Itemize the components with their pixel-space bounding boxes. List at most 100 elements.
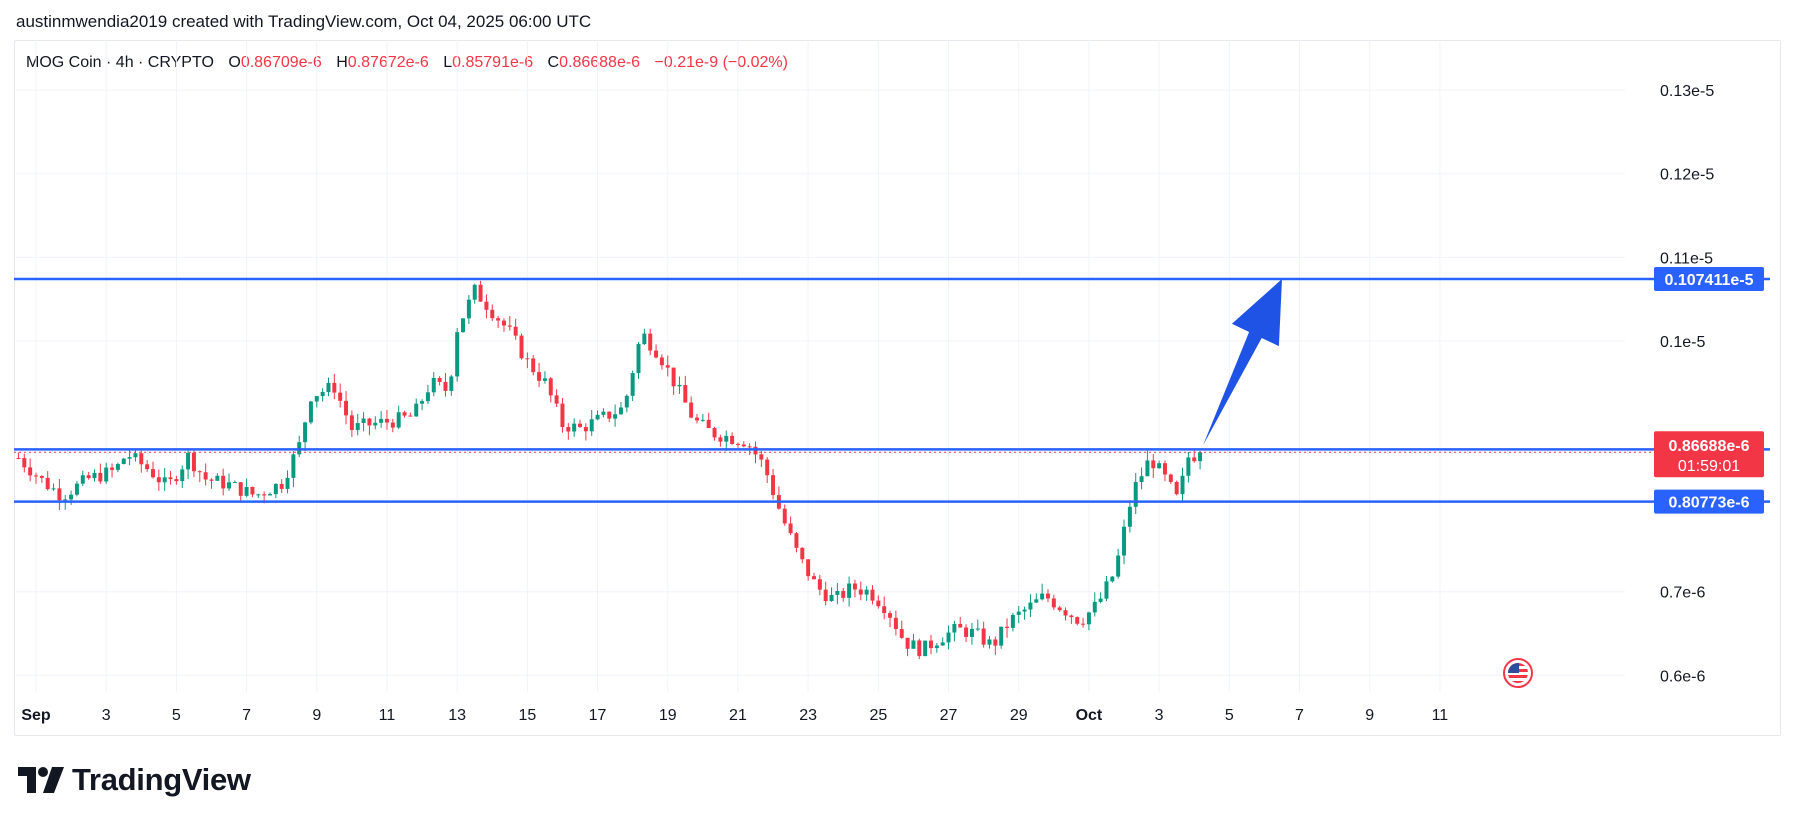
candle-body	[665, 365, 670, 368]
x-tick-label: 11	[1432, 707, 1449, 724]
candle-body	[308, 401, 313, 423]
candle-body	[273, 483, 278, 495]
candle-body	[22, 458, 27, 468]
candle-body	[870, 589, 875, 601]
candle-body	[841, 590, 846, 598]
candle-body	[197, 471, 202, 473]
candle-body	[542, 378, 547, 381]
candle-body	[390, 422, 395, 428]
ohlc-legend: MOG Coin · 4h · CRYPTO O0.86709e-6 H0.87…	[26, 54, 788, 72]
x-tick-label: 7	[1295, 707, 1304, 724]
candle-body	[1116, 555, 1121, 577]
candle-body	[151, 469, 155, 478]
candle-body	[472, 284, 477, 300]
candle-body	[186, 452, 191, 470]
candle-body	[361, 418, 366, 423]
candle-body	[1028, 602, 1033, 610]
candle-body	[987, 639, 992, 645]
candle-body	[256, 494, 261, 496]
candle-body	[221, 475, 226, 489]
candle-body	[267, 494, 272, 496]
candle-body	[999, 626, 1004, 646]
candle-body	[104, 467, 109, 482]
candle-body	[121, 458, 126, 465]
candle-body	[893, 617, 898, 630]
price-axis[interactable]: 0.6e-6 0.7e-6 0.1e-5 0.11e-5 0.12e-5 0.13e-5	[1660, 83, 1714, 685]
x-tick-label: 5	[172, 707, 181, 724]
candle-body	[420, 401, 425, 404]
x-tick-label: 9	[312, 707, 321, 724]
candle-body	[396, 412, 401, 428]
candle-body	[402, 412, 407, 416]
x-tick-label: 3	[102, 707, 111, 724]
candle-body	[1069, 615, 1074, 618]
candle-body	[700, 419, 705, 421]
candle-body	[607, 411, 612, 419]
candle-body	[133, 453, 138, 458]
candle-body	[51, 488, 56, 490]
candle-body	[618, 407, 623, 415]
candle-body	[888, 613, 893, 618]
candle-body	[425, 392, 430, 402]
candle-body	[981, 628, 986, 645]
candle-body	[1145, 460, 1150, 477]
candle-body	[654, 350, 659, 358]
candle-body	[1057, 607, 1062, 611]
y-tick-label: 0.13e-5	[1660, 83, 1714, 100]
y-tick-label: 0.6e-6	[1660, 668, 1705, 685]
candle-body	[98, 472, 103, 482]
price-tags: 0.107411e-50.8702e-60.80773e-60.86688e-6…	[1654, 266, 1764, 514]
candle-body	[1186, 457, 1191, 476]
candle-body	[110, 467, 115, 470]
tradingview-brand[interactable]: TradingView	[18, 762, 251, 798]
y-tick-label: 0.1e-5	[1660, 334, 1705, 351]
horizontal-levels[interactable]	[14, 277, 1770, 503]
candles	[16, 280, 1203, 660]
candle-body	[244, 486, 249, 496]
candle-body	[601, 411, 606, 415]
candle-body	[578, 423, 583, 428]
candle-body	[812, 576, 816, 580]
arrow-shape	[1203, 279, 1282, 446]
y-tick-label: 0.12e-5	[1660, 167, 1714, 184]
candle-body	[782, 508, 787, 524]
last-price-tag	[1654, 431, 1764, 478]
x-tick-label: 17	[589, 707, 607, 724]
chart-frame	[14, 40, 1781, 736]
x-tick-label: 19	[659, 707, 677, 724]
candle-body	[864, 589, 869, 595]
candle-body	[478, 284, 483, 302]
candle-body	[1192, 457, 1197, 462]
candle-body	[344, 400, 349, 416]
candle-body	[384, 418, 389, 423]
candle-body	[437, 377, 442, 382]
candle-body	[1092, 601, 1097, 613]
candle-body	[1016, 611, 1021, 615]
high-key: H	[336, 54, 348, 71]
symbol-label[interactable]: MOG Coin · 4h · CRYPTO	[26, 54, 214, 71]
candle-body	[724, 435, 729, 442]
x-tick-label: 9	[1365, 707, 1374, 724]
us-flag-icon[interactable]	[1503, 658, 1533, 688]
arrow-annotation[interactable]	[1203, 279, 1282, 446]
y-tick-label: 0.11e-5	[1660, 250, 1713, 267]
level-tag	[1654, 266, 1764, 291]
candle-body	[589, 419, 594, 432]
candle-body	[92, 472, 97, 479]
candle-body	[285, 477, 290, 489]
candle-body	[355, 422, 360, 430]
candle-body	[16, 457, 21, 459]
time-axis[interactable]: Sep 3 5 7 9 11 13 15 17 19 21 23 25 27 29 Oct 3 5 7 9 11	[21, 707, 1448, 724]
candle-body	[74, 483, 79, 495]
candle-body	[735, 443, 740, 445]
close-value: 0.86688e-6	[559, 54, 641, 71]
candle-body	[1180, 475, 1185, 495]
candle-body	[466, 299, 471, 319]
candle-body	[513, 326, 518, 336]
candle-body	[1122, 526, 1127, 556]
candle-body	[69, 494, 74, 500]
candle-body	[537, 372, 542, 381]
x-tick-label: 7	[242, 707, 251, 724]
candle-body	[238, 482, 243, 496]
